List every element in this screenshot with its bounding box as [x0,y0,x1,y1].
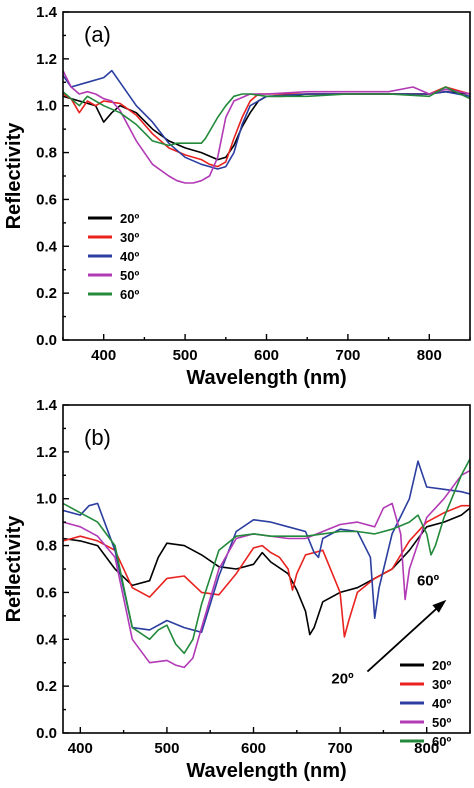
series-line-20deg [63,507,470,636]
panel-label: (b) [84,425,111,450]
y-tick-label: 0.2 [36,678,57,695]
y-tick-label: 0.0 [36,725,57,742]
x-tick-label: 600 [241,740,266,757]
chart-panel-a: 400 500 600 700 800 0.0 0.2 0.4 0.6 0.8 1.0 1.2 1.4 W… [3,4,471,389]
legend-label: 40º [432,696,451,711]
chart-panel-b: 400 500 600 700 800 0.0 0.2 0.4 0.6 0.8 1.0 1.2 1.4 W… [3,397,471,782]
x-tick-label: 800 [417,347,442,364]
trend-arrow-line [366,601,445,673]
trend-arrow-head [432,599,447,613]
series-line-50deg [63,469,470,669]
x-tick-label: 500 [154,740,179,757]
y-tick-label: 0.8 [36,538,57,555]
x-axis-title: Wavelength (nm) [186,367,346,389]
series-line-40deg [63,69,470,170]
legend: 20º 30º 40º 50º 60º [88,211,139,302]
x-tick-label: 600 [254,347,279,364]
x-axis-title: Wavelength (nm) [186,760,346,782]
y-tick-label: 0.6 [36,584,57,601]
legend-label: 40º [120,249,139,264]
legend-label: 50º [432,715,451,730]
annotation-label: 60º [417,572,440,589]
x-tick-label: 800 [414,740,439,757]
series-line-50deg [63,70,470,184]
panel-label: (a) [84,22,111,47]
y-tick-label: 0.4 [36,238,58,255]
series-line-30deg [63,504,470,638]
series-line-20deg [63,90,470,161]
y-tick-label: 1.0 [36,98,57,115]
legend: 20º 30º 40º 50º 60º [400,658,451,749]
y-tick-label: 1.4 [36,4,58,21]
annotation-label: 20º [331,671,354,688]
legend-label: 20º [120,211,139,226]
y-tick-label: 0.0 [36,332,57,349]
series-line-30deg [63,86,470,168]
legend-label: 60º [120,287,139,302]
series-line-60deg [63,86,470,147]
y-tick-label: 1.4 [36,397,58,414]
y-tick-label: 0.4 [36,631,58,648]
legend-label: 50º [120,268,139,283]
legend-label: 20º [432,658,451,673]
x-tick-label: 500 [173,347,198,364]
series-line-60deg [63,458,470,655]
y-tick-label: 1.2 [36,51,57,68]
y-tick-label: 0.8 [36,145,57,162]
y-axis-title: Reflectivity [3,122,25,230]
x-tick-label: 400 [68,740,93,757]
y-tick-label: 0.2 [36,285,57,302]
legend-label: 60º [432,734,451,749]
y-axis-title: Reflectivity [3,515,25,623]
legend-label: 30º [432,677,451,692]
legend-label: 30º [120,230,139,245]
x-tick-label: 700 [335,347,360,364]
x-tick-label: 400 [91,347,116,364]
y-tick-label: 0.6 [36,191,57,208]
y-tick-label: 1.2 [36,444,57,461]
y-tick-label: 1.0 [36,491,57,508]
series-line-40deg [63,460,470,634]
x-tick-label: 700 [328,740,353,757]
